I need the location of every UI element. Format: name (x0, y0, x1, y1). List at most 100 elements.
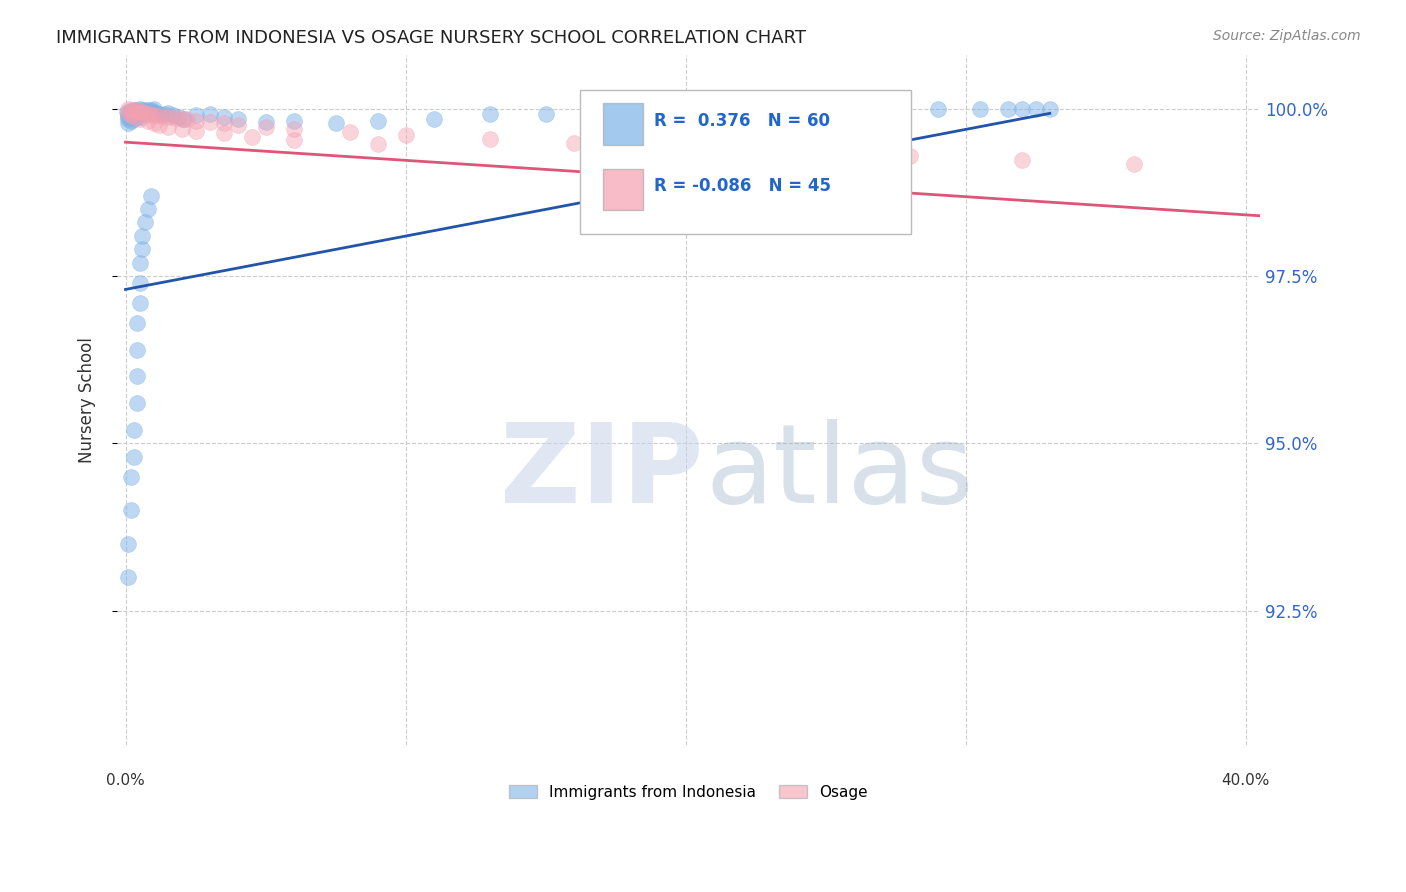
Point (134, 106, 156, 120)
Point (394, 128, 416, 143)
Point (478, 107, 501, 121)
Text: R = -0.086   N = 45: R = -0.086 N = 45 (654, 178, 831, 195)
Point (122, 105, 145, 120)
Point (142, 108, 165, 122)
Point (139, 108, 162, 122)
Point (145, 105, 167, 120)
Point (122, 112, 145, 126)
Point (162, 108, 184, 122)
Point (118, 108, 141, 122)
Text: IMMIGRANTS FROM INDONESIA VS OSAGE NURSERY SCHOOL CORRELATION CHART: IMMIGRANTS FROM INDONESIA VS OSAGE NURSE… (56, 29, 806, 46)
Point (125, 110, 148, 124)
Point (870, 103, 893, 117)
Text: 40.0%: 40.0% (1222, 772, 1270, 788)
Point (240, 129, 263, 144)
Point (422, 112, 444, 126)
Point (148, 109, 170, 123)
Point (134, 105, 156, 120)
FancyBboxPatch shape (603, 169, 643, 211)
Text: R =  0.376   N = 60: R = 0.376 N = 60 (654, 112, 830, 129)
Point (122, 423, 145, 437)
Point (675, 104, 697, 119)
Point (139, 188, 162, 202)
Point (254, 120, 277, 134)
Point (122, 110, 145, 124)
Point (1039, 103, 1062, 117)
Text: atlas: atlas (706, 419, 974, 526)
Point (367, 137, 389, 152)
Point (120, 103, 142, 117)
Legend: Immigrants from Indonesia, Osage: Immigrants from Indonesia, Osage (503, 779, 873, 805)
Point (1011, 153, 1033, 167)
Point (128, 104, 150, 119)
Point (212, 110, 235, 124)
Point (117, 106, 139, 120)
Point (170, 112, 193, 126)
Point (125, 106, 148, 120)
Point (153, 110, 176, 124)
Point (122, 450, 145, 464)
Point (131, 105, 153, 120)
Y-axis label: Nursery School: Nursery School (79, 337, 96, 463)
Point (339, 125, 361, 139)
Text: ZIP: ZIP (499, 419, 703, 526)
Point (122, 108, 145, 122)
Point (325, 116, 347, 130)
Point (142, 116, 165, 130)
Point (128, 255, 150, 269)
Point (139, 105, 162, 120)
Point (139, 103, 162, 117)
Point (283, 121, 305, 136)
Point (125, 103, 148, 118)
Point (898, 148, 921, 162)
Point (117, 112, 139, 127)
Point (142, 103, 165, 117)
Point (1011, 103, 1033, 117)
Point (367, 113, 389, 128)
Point (128, 276, 150, 290)
Point (136, 113, 159, 128)
Point (128, 295, 150, 310)
Point (226, 118, 249, 132)
Point (120, 103, 142, 118)
Point (283, 133, 305, 147)
Point (136, 202, 159, 216)
Text: Source: ZipAtlas.com: Source: ZipAtlas.com (1213, 29, 1361, 43)
Point (1122, 156, 1144, 170)
Point (120, 110, 142, 124)
Point (153, 107, 176, 121)
Point (128, 105, 150, 120)
Point (173, 112, 195, 126)
Point (131, 228, 153, 243)
Point (167, 110, 190, 124)
Point (128, 112, 150, 126)
Point (997, 103, 1019, 117)
Point (120, 106, 142, 120)
Point (283, 113, 305, 128)
Point (159, 111, 181, 125)
Point (142, 105, 165, 120)
Point (131, 103, 153, 117)
Point (120, 113, 142, 128)
Point (120, 470, 142, 484)
Point (134, 103, 156, 117)
Point (156, 105, 179, 120)
Point (478, 132, 501, 146)
Point (122, 103, 145, 117)
Point (120, 108, 142, 122)
Point (1025, 103, 1047, 117)
Point (212, 127, 235, 141)
Point (534, 107, 557, 121)
Point (165, 111, 187, 125)
Point (591, 107, 613, 121)
Point (148, 118, 170, 132)
Point (125, 396, 148, 410)
Point (125, 316, 148, 330)
Point (131, 106, 153, 120)
Point (125, 369, 148, 384)
Point (170, 121, 193, 136)
Point (136, 106, 159, 120)
Point (117, 537, 139, 551)
Point (156, 120, 179, 134)
Text: 0.0%: 0.0% (105, 772, 145, 788)
